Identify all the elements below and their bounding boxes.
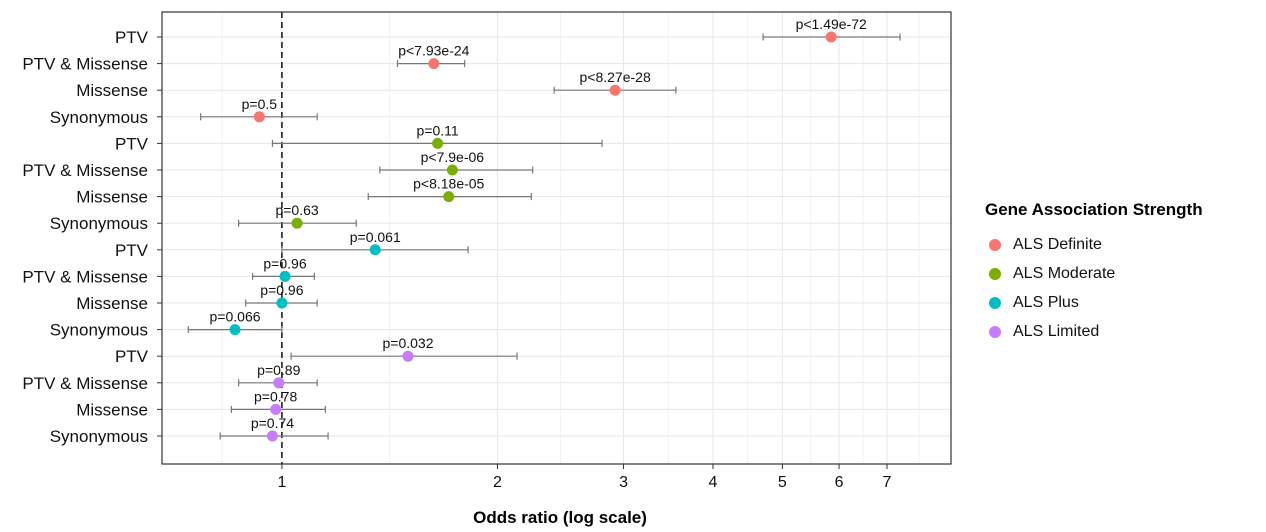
data-point (428, 58, 440, 70)
p-value-label: p=0.061 (350, 229, 401, 245)
p-value-label: p<7.93e-24 (398, 43, 469, 59)
y-tick-label: PTV (115, 241, 149, 260)
data-point (279, 270, 291, 282)
data-point (270, 403, 282, 415)
legend-swatch (989, 238, 1001, 251)
forest-plot: PTV PTV & Missense Missense Synonymous PTV PT… (22, 11, 952, 527)
data-point (825, 31, 837, 43)
x-tick-label: 5 (778, 474, 787, 491)
legend-swatch (989, 325, 1001, 338)
p-value-label: p=0.96 (263, 255, 306, 271)
y-tick-label: Synonymous (50, 214, 148, 233)
y-tick-label: Synonymous (50, 321, 148, 340)
legend-item: ALS Limited (985, 317, 1203, 346)
data-point (402, 350, 414, 362)
legend: Gene Association Strength ALS Definite AL… (985, 200, 1203, 346)
mark-layer: p<1.49e-72 p<7.93e-24 p<8.27e-28 p=0.5 p=0.1… (187, 16, 901, 442)
x-tick-label: 6 (835, 474, 844, 491)
y-tick-label: PTV (115, 134, 149, 153)
y-tick-label: Synonymous (50, 427, 148, 446)
p-value-label: p<7.9e-06 (421, 149, 485, 165)
data-point (432, 137, 444, 149)
legend-label: ALS Definite (1013, 235, 1102, 253)
p-value-label: p=0.74 (251, 415, 294, 431)
x-tick-label: 1 (277, 474, 286, 491)
data-point (273, 377, 285, 389)
data-point (291, 217, 303, 229)
data-point (446, 164, 458, 176)
y-tick-label: Missense (76, 294, 148, 313)
x-axis: 1 2 3 4 5 6 7 (161, 11, 952, 491)
data-point (609, 84, 621, 96)
legend-label: ALS Plus (1013, 293, 1079, 311)
legend-swatch (989, 296, 1001, 309)
p-value-label: p=0.89 (257, 362, 300, 378)
p-value-label: p=0.11 (417, 122, 459, 138)
data-point (253, 111, 265, 123)
p-value-label: p=0.63 (275, 202, 318, 218)
data-point (276, 297, 288, 309)
p-value-label: p=0.5 (242, 96, 278, 112)
p-value-label: p=0.032 (382, 335, 433, 351)
row-label-layer: PTV PTV & Missense Missense Synonymous PTV PT… (22, 28, 162, 446)
p-value-label: p<8.27e-28 (580, 69, 651, 85)
data-point (266, 430, 278, 442)
x-tick-label: 2 (493, 474, 502, 491)
legend-item: ALS Definite (985, 230, 1203, 259)
legend-title: Gene Association Strength (985, 200, 1203, 219)
legend-item: ALS Plus (985, 288, 1203, 317)
data-point (229, 324, 241, 336)
p-value-label: p<1.49e-72 (796, 16, 867, 32)
data-point (443, 191, 455, 203)
p-value-label: p=0.96 (260, 282, 303, 298)
x-axis-title: Odds ratio (log scale) (473, 508, 647, 527)
y-tick-label: Missense (76, 400, 148, 419)
legend-label: ALS Moderate (1013, 264, 1116, 282)
legend-item: ALS Moderate (985, 259, 1203, 288)
legend-label: ALS Limited (1013, 322, 1100, 340)
p-value-label: p=0.066 (210, 309, 261, 325)
y-tick-label: PTV (115, 347, 149, 366)
x-tick-label: 3 (619, 474, 628, 491)
y-tick-label: PTV & Missense (22, 374, 148, 393)
y-tick-label: PTV & Missense (22, 55, 148, 74)
p-value-label: p=0.78 (254, 388, 297, 404)
data-point (369, 244, 381, 256)
legend-swatch (989, 267, 1001, 280)
y-tick-label: PTV & Missense (22, 267, 148, 286)
y-tick-label: PTV & Missense (22, 161, 148, 180)
p-value-label: p<8.18e-05 (413, 176, 484, 192)
x-tick-label: 4 (709, 474, 718, 491)
y-tick-label: Synonymous (50, 108, 148, 127)
x-tick-label: 7 (883, 474, 892, 491)
y-tick-label: Missense (76, 81, 148, 100)
plot-border (161, 11, 952, 465)
y-tick-label: Missense (76, 188, 148, 207)
y-tick-label: PTV (115, 28, 149, 47)
legend-items: ALS Definite ALS Moderate ALS Plus ALS Limi… (985, 230, 1203, 346)
